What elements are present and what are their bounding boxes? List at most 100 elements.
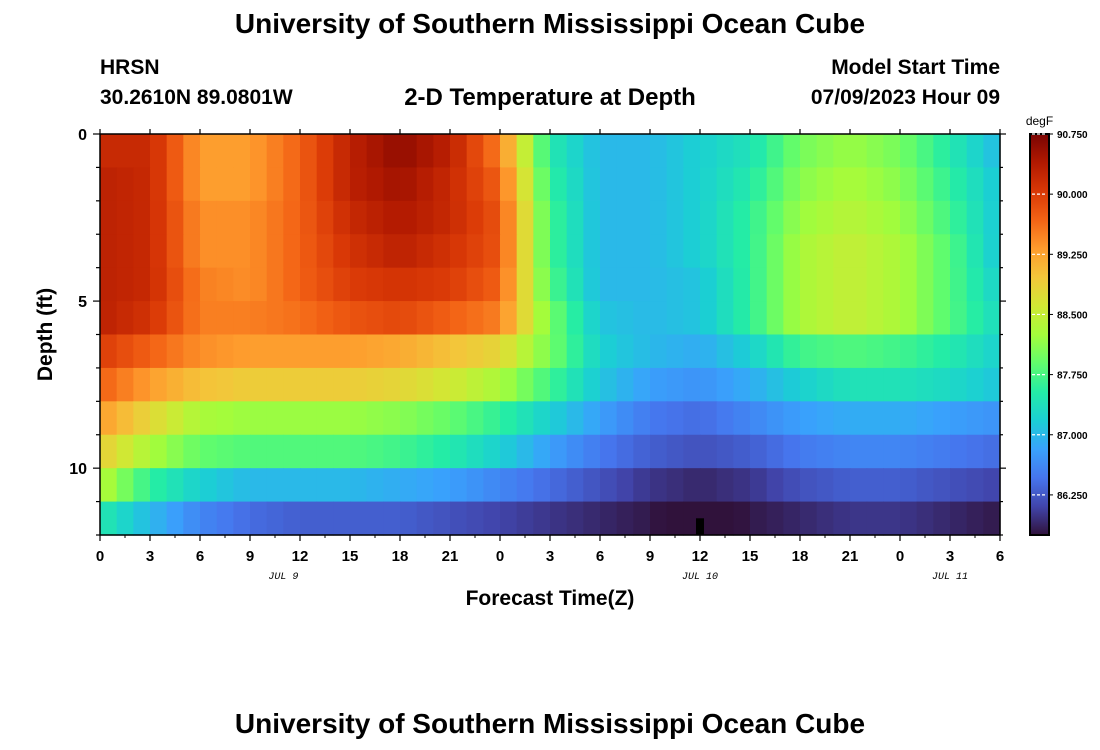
heat-cell [550, 468, 568, 503]
heat-cell [800, 367, 818, 402]
heat-cell [816, 301, 834, 336]
heat-cell [833, 334, 851, 369]
heat-cell [166, 234, 184, 269]
heat-cell [550, 401, 568, 436]
heat-cell [316, 267, 334, 302]
heat-cell [316, 167, 334, 202]
forecast-marker [696, 518, 704, 535]
heat-cell [350, 334, 368, 369]
heat-cell [433, 234, 451, 269]
heat-cell [783, 234, 801, 269]
heat-cell [650, 334, 668, 369]
heat-cell [616, 501, 634, 536]
x-tick-label: 12 [692, 548, 709, 565]
heat-cell [133, 468, 151, 503]
heat-cell [533, 367, 551, 402]
heat-cell [200, 468, 218, 503]
heat-cell [150, 167, 168, 202]
heat-cell [700, 501, 718, 536]
heat-cell [200, 501, 218, 536]
heat-cell [416, 167, 434, 202]
heat-cell [766, 234, 784, 269]
heat-cell [600, 267, 618, 302]
heat-cell [683, 267, 701, 302]
heat-cell [850, 367, 868, 402]
heat-cell [366, 167, 384, 202]
heat-cell [216, 267, 234, 302]
heat-cell [133, 367, 151, 402]
heat-cell [483, 434, 501, 469]
heat-cell [766, 401, 784, 436]
heat-cell [400, 234, 418, 269]
heat-cell [700, 434, 718, 469]
heat-cell [200, 401, 218, 436]
heat-cell [633, 434, 651, 469]
heat-cell [916, 301, 934, 336]
heat-cell [983, 468, 1001, 503]
heat-cell [950, 134, 968, 169]
heat-cell [683, 401, 701, 436]
heat-cell [400, 167, 418, 202]
heat-cell [266, 167, 284, 202]
heat-cell [433, 367, 451, 402]
heat-cell [500, 468, 518, 503]
heat-cell [900, 401, 918, 436]
heat-cell [283, 200, 301, 235]
heat-cell [383, 134, 401, 169]
heat-cell [166, 334, 184, 369]
heat-cell [700, 367, 718, 402]
heat-cell [400, 301, 418, 336]
heat-cell [300, 434, 318, 469]
heat-cell [416, 200, 434, 235]
heat-cell [116, 267, 134, 302]
heat-cell [733, 234, 751, 269]
heat-cell [900, 167, 918, 202]
heat-cell [516, 134, 534, 169]
heat-cell [300, 200, 318, 235]
heat-cell [516, 234, 534, 269]
heat-cell [833, 501, 851, 536]
heat-cell [816, 200, 834, 235]
heat-cell [300, 468, 318, 503]
heat-cell [100, 134, 118, 169]
heat-cell [583, 234, 601, 269]
heat-cell [100, 367, 118, 402]
heat-cell [150, 200, 168, 235]
heat-cell [233, 200, 251, 235]
heat-cell [550, 434, 568, 469]
heat-cell [766, 501, 784, 536]
heat-cell [683, 167, 701, 202]
heat-cell [850, 167, 868, 202]
heat-cell [666, 167, 684, 202]
heat-cell [583, 167, 601, 202]
heat-cell [816, 334, 834, 369]
heat-cell [700, 134, 718, 169]
heat-cell [633, 367, 651, 402]
heat-cell [616, 301, 634, 336]
heat-cell [166, 501, 184, 536]
heat-cell [450, 301, 468, 336]
heat-cell [383, 301, 401, 336]
heat-cell [700, 267, 718, 302]
heat-cell [933, 167, 951, 202]
heat-cell [516, 267, 534, 302]
heat-cell [100, 301, 118, 336]
heat-cell [100, 334, 118, 369]
heat-cell [516, 367, 534, 402]
heat-cell [516, 468, 534, 503]
heat-cell [116, 401, 134, 436]
heat-cell [216, 301, 234, 336]
heat-cell [633, 134, 651, 169]
heat-cell [883, 234, 901, 269]
heat-cell [983, 234, 1001, 269]
heat-cell [150, 267, 168, 302]
heat-cell [583, 434, 601, 469]
y-tick-label: 5 [78, 294, 87, 311]
heat-cell [783, 167, 801, 202]
heat-cell [616, 267, 634, 302]
heat-cell [366, 234, 384, 269]
heat-cell [883, 401, 901, 436]
heat-cell [466, 134, 484, 169]
heat-cell [550, 267, 568, 302]
heat-cell [966, 468, 984, 503]
